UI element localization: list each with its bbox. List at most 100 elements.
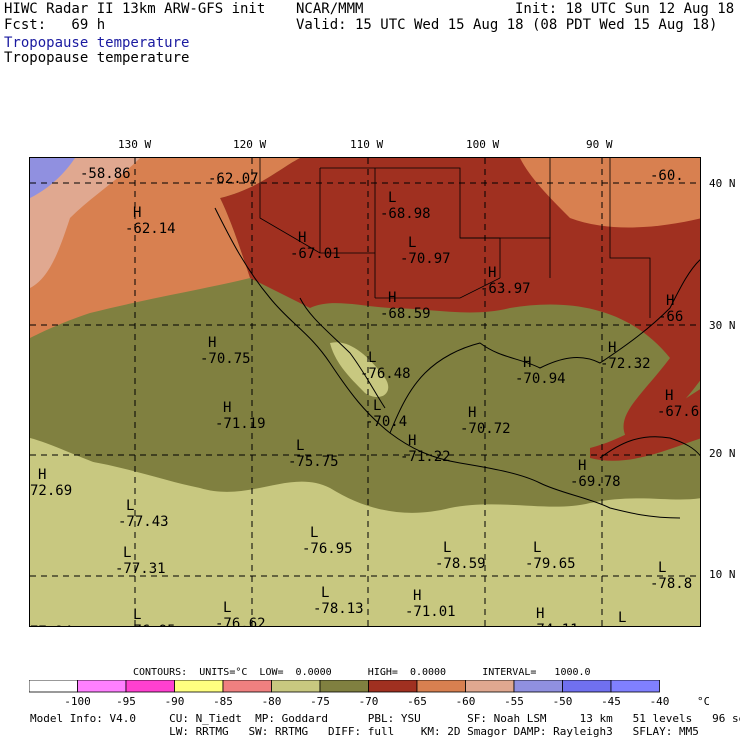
low-marker: L [321,585,329,601]
contour-value-label: -76.95 [125,623,176,627]
colorbar-cell [416,680,466,693]
high-marker: H [133,205,141,221]
contours-info: CONTOURS: UNITS=°C LOW= 0.0000 HIGH= 0.0… [133,667,591,678]
contour-value-label: -71.19 [215,416,266,432]
coastlines [214,207,700,519]
colorbar-tick-label: -65 [407,695,427,708]
colorbar-cell [125,680,175,693]
low-marker: L [123,545,131,561]
contour-value-label: -78.8 [650,576,692,592]
contour-value-label: -67.6 [657,404,699,420]
contour-value-label: -75.75 [288,454,339,470]
low-marker: L [310,525,318,541]
contour-value-label: -70.94 [515,371,566,387]
colorbar-cell [77,680,127,693]
fill-darkred-north [220,158,700,443]
colorbar-cell [513,680,563,693]
contour-value-label: -70.4 [365,414,407,430]
colorbar-cell [319,680,369,693]
contour-value-label: -79.00 [610,626,661,627]
graticule [30,158,700,626]
contour-value-label: -70.75 [200,351,251,367]
colorbar-tick-label: -60 [456,695,476,708]
low-marker: L [126,498,134,514]
footer-line-2: LW: RRTMG SW: RRTMG DIFF: full KM: 2D Sm… [30,725,699,738]
contour-value-label: 77.24 [30,624,72,627]
model-title: HIWC Radar II 13km ARW-GFS init [4,1,266,17]
contour-value-label: -62.07 [208,171,259,187]
high-marker: H [298,230,306,246]
contour-value-label: -76.62 [215,616,266,627]
lat-label-40n: 40 N [709,177,736,190]
colorbar-unit: °C [697,695,709,708]
colorbar-tick-label: -100 [64,695,91,708]
low-marker: L [373,398,381,414]
low-marker: L [443,540,451,556]
contour-value-label: -68.59 [380,306,431,322]
colorbar-cell [465,680,515,693]
valid-time: Valid: 15 UTC Wed 15 Aug 18 (08 PDT Wed … [296,17,718,33]
lat-label-30n: 30 N [709,319,736,332]
low-marker: L [533,540,541,556]
contour-value-label: -58.86 [80,166,131,182]
source-label: NCAR/MMM [296,1,364,17]
colorbar-cell [562,680,612,693]
contour-value-label: -62.14 [125,221,176,237]
colorbar-cell [174,680,224,693]
colorbar-tick-label: -95 [116,695,136,708]
contour-value-label: -76.95 [302,541,353,557]
colorbar-cell [368,680,418,693]
lon-label-90w: 90 W [586,138,613,151]
high-marker: H [413,588,421,604]
high-marker: H [388,290,396,306]
footer-line-1: Model Info: V4.0 CU: N_Tiedt MP: Goddard… [30,712,740,725]
high-marker: H [608,340,616,356]
lat-label-20n: 20 N [709,447,736,460]
contour-value-label: -71.01 [405,604,456,620]
low-marker: L [133,607,141,623]
colorbar-cells [29,680,660,693]
lon-label-130w: 130 W [118,138,152,151]
colorbar-tick-label: -40 [650,695,670,708]
colorbar-ticks: -100 -95 -90 -85 -80 -75 -70 -65 -60 -55 -50 -45 -40… [64,695,709,708]
colorbar-tick-label: -70 [359,695,379,708]
fill-orange-west [30,158,300,338]
colorbar-cell [29,680,78,693]
high-marker: H [223,400,231,416]
colorbar-cell [610,680,660,693]
low-marker: L [368,350,376,366]
contour-value-label: -67.01 [290,246,341,262]
contour-value-label: 72.69 [30,483,72,499]
low-marker: L [618,610,626,626]
state-borders [259,158,651,318]
high-marker: H [666,293,674,309]
high-marker: H [536,606,544,622]
contour-value-label: -70.72 [460,421,511,437]
low-marker: L [296,438,304,454]
low-marker: L [388,190,396,206]
high-marker: H [488,265,496,281]
colorbar-tick-label: -55 [504,695,524,708]
fill-khaki-south [30,457,700,626]
high-marker: H [523,355,531,371]
contour-value-label: -66 [658,309,683,325]
lon-label-100w: 100 W [466,138,500,151]
low-marker: L [408,235,416,251]
contour-value-label: -63.97 [480,281,531,297]
high-marker: H [408,433,416,449]
fill-pink [30,158,140,288]
field-label-blue: Tropopause temperature [4,35,190,51]
contour-value-label: -77.31 [115,561,166,577]
contour-value-label: -72.32 [600,356,651,372]
contour-value-label: -60. [650,168,684,184]
colorbar-tick-label: -50 [553,695,573,708]
colorbar-cell [271,680,321,693]
colorbar-tick-label: -80 [262,695,282,708]
contour-value-label: -70.97 [400,251,451,267]
contour-value-label: -78.13 [313,601,364,617]
contour-value-label: -77.43 [118,514,169,530]
colorbar-tick-label: -90 [165,695,185,708]
init-time: Init: 18 UTC Sun 12 Aug 18 [515,1,735,17]
high-marker: H [468,405,476,421]
fill-khaki-west [30,438,110,488]
